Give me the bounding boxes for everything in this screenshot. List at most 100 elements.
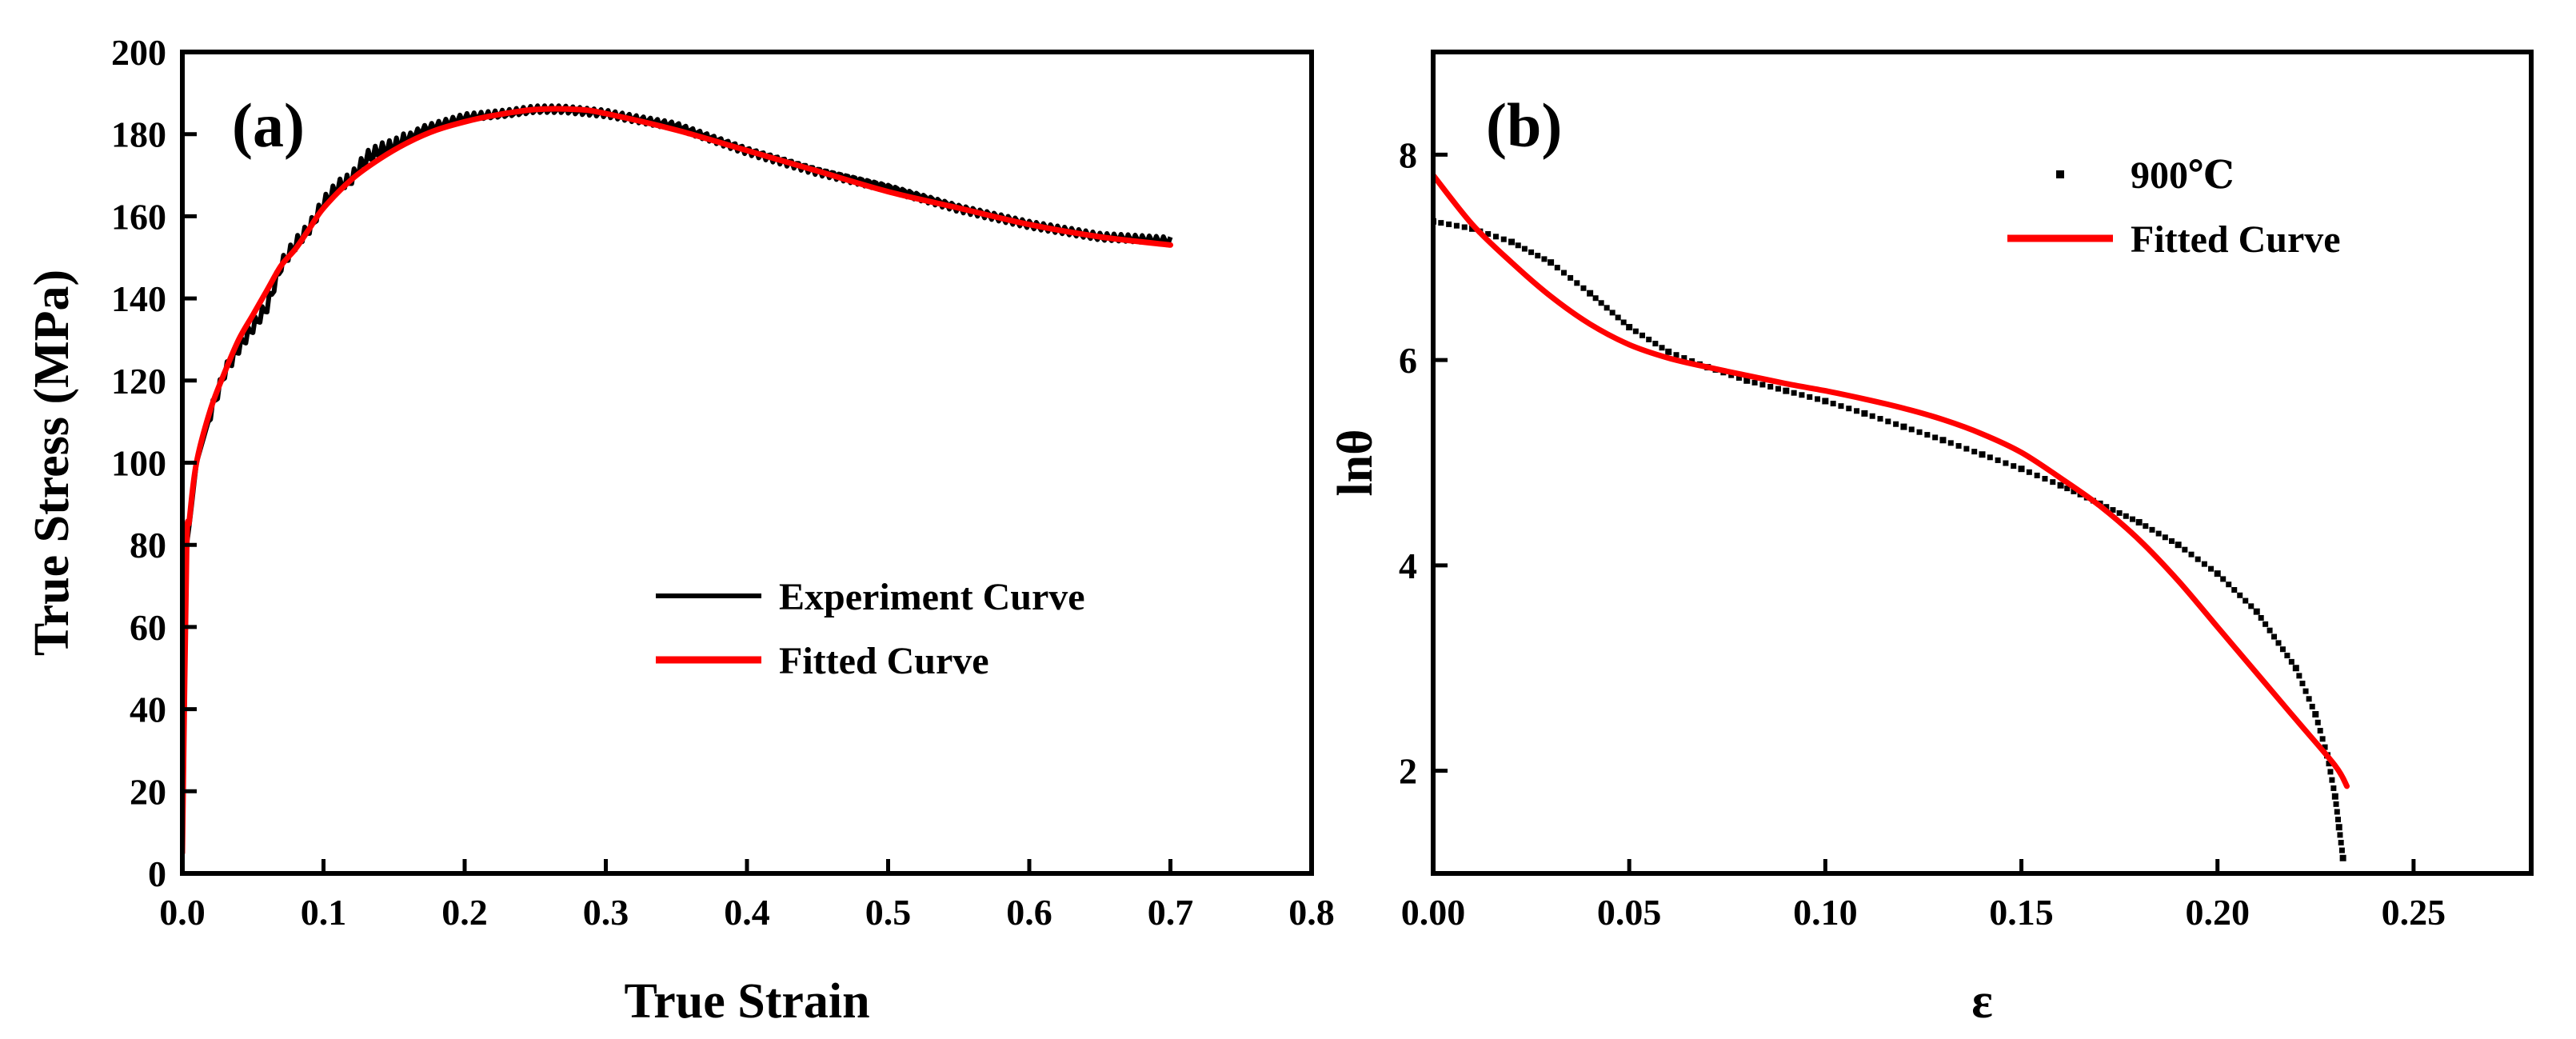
data-point (1646, 336, 1652, 342)
data-point (1568, 274, 1574, 281)
plot-area-b (1433, 172, 2350, 861)
x-tick-label: 0.3 (583, 892, 629, 933)
data-point (1438, 220, 1444, 226)
data-point (1900, 423, 1907, 430)
data-point (2330, 785, 2337, 791)
data-point (1759, 382, 1766, 388)
data-point (1592, 295, 1599, 302)
data-point (2288, 658, 2294, 665)
y-tick-label: 180 (111, 114, 166, 155)
data-point (1515, 242, 1521, 249)
series-b-0 (1433, 218, 2346, 861)
data-point (2337, 832, 2343, 838)
data-point (1775, 386, 1782, 392)
data-point (1604, 305, 1610, 311)
data-point (1939, 437, 1947, 444)
data-point (2214, 570, 2221, 577)
x-tick-label: 0.05 (1597, 892, 1662, 933)
x-axis-title: True Strain (624, 974, 869, 1029)
data-point (2103, 504, 2110, 510)
y-axis-title: True Stress (MPa) (25, 270, 79, 656)
data-point (1615, 314, 1621, 321)
legend-label: Fitted Curve (779, 640, 989, 682)
x-tick-label: 0.8 (1288, 892, 1335, 933)
data-point (2275, 640, 2282, 646)
data-point (2292, 665, 2299, 672)
data-point (2319, 736, 2326, 742)
y-tick-label: 60 (130, 607, 166, 648)
x-axis-title: ε (1971, 974, 1993, 1029)
legend-label: 900℃ (2131, 154, 2235, 197)
data-point (1767, 384, 1774, 390)
data-point (1979, 451, 1986, 458)
data-point (2334, 809, 2340, 815)
plot-area-a (182, 103, 1173, 856)
data-point (2169, 537, 2175, 544)
data-point (2309, 703, 2315, 709)
data-point (2243, 597, 2249, 604)
data-point (1528, 249, 1535, 255)
data-point (1485, 230, 1492, 237)
data-point (2188, 551, 2195, 557)
data-point (2003, 460, 2009, 466)
data-point (1799, 392, 1805, 398)
y-tick-label: 20 (130, 771, 166, 812)
data-point (1830, 401, 1836, 407)
x-tick-label: 0.20 (2185, 892, 2250, 933)
series-line-b-1 (1433, 172, 2350, 789)
y-tick-label: 4 (1399, 545, 1417, 586)
data-point (2322, 744, 2328, 750)
data-point (1681, 355, 1687, 362)
y-tick-label: 140 (111, 278, 166, 319)
data-point (1560, 270, 1567, 276)
data-point (2317, 728, 2323, 734)
x-tick-label: 0.2 (441, 892, 488, 933)
data-point (1659, 345, 1665, 351)
x-tick-label: 0.15 (1989, 892, 2054, 933)
data-point (2129, 516, 2135, 522)
legend-marker (2056, 170, 2064, 178)
data-point (2201, 561, 2207, 567)
data-point (2050, 479, 2056, 486)
x-tick-label: 0.0 (159, 892, 206, 933)
data-point (2226, 581, 2232, 588)
data-point (1453, 222, 1460, 229)
legend-label: Experiment Curve (779, 576, 1085, 618)
data-point (2266, 627, 2273, 633)
data-point (1587, 290, 1594, 297)
y-tick-label: 80 (130, 525, 166, 565)
data-point (1846, 406, 1852, 412)
data-point (1916, 429, 1923, 435)
data-point (1893, 421, 1899, 427)
data-point (2220, 576, 2227, 582)
data-point (2339, 854, 2346, 861)
data-point (2155, 530, 2162, 537)
data-point (2248, 603, 2254, 609)
data-point (2208, 565, 2215, 572)
data-point (2271, 633, 2278, 640)
data-point (1609, 310, 1615, 316)
x-tick-label: 0.10 (1793, 892, 1858, 933)
data-point (2057, 482, 2064, 489)
data-point (2314, 719, 2321, 725)
data-point (2329, 777, 2335, 783)
panel-label: (b) (1486, 90, 1562, 160)
series-line-a-0 (182, 103, 1173, 853)
data-point (1580, 285, 1587, 291)
x-tick-label: 0.25 (2382, 892, 2446, 933)
data-point (1743, 377, 1751, 384)
data-point (2110, 507, 2116, 514)
x-tick-label: 0.4 (724, 892, 770, 933)
y-axis-title: lnθ (1328, 429, 1383, 496)
y-tick-label: 100 (111, 443, 166, 484)
data-point (1932, 434, 1939, 441)
data-point (1461, 224, 1468, 230)
data-point (1541, 256, 1548, 262)
data-point (2253, 608, 2260, 615)
data-point (1955, 442, 1962, 449)
data-point (1535, 253, 1541, 259)
data-point (2149, 526, 2155, 533)
data-point (2064, 486, 2071, 492)
data-point (2296, 673, 2302, 679)
